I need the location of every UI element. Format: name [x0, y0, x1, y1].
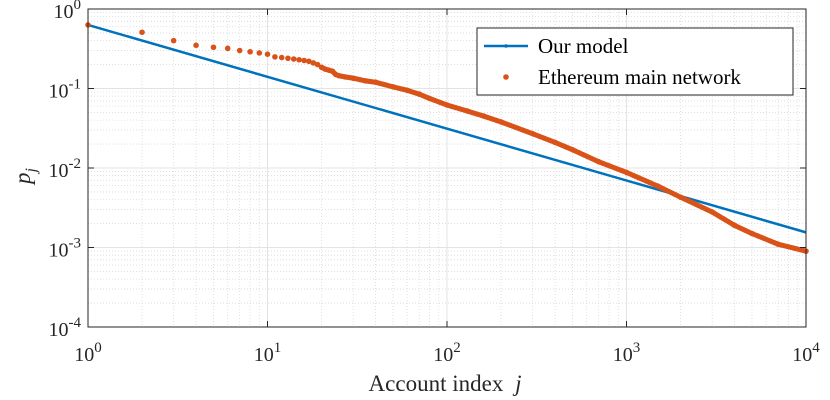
y-tick-label: 10-2	[49, 156, 82, 182]
ethereum-point	[256, 50, 263, 56]
ethereum-point	[264, 51, 271, 58]
y-tick-label: 10-1	[49, 77, 82, 103]
x-tick-label: 100	[74, 340, 102, 366]
axes-frame	[87, 8, 807, 328]
ethereum-point	[224, 45, 231, 52]
x-tick-label: 104	[792, 340, 820, 366]
ethereum-point	[310, 60, 317, 66]
ethereum-point	[272, 54, 278, 60]
x-tick-label: 101	[254, 340, 282, 366]
ethereum-point	[139, 29, 145, 36]
series-layer	[85, 22, 809, 254]
legend-item-ethereum: Ethereum main network	[503, 65, 741, 89]
ethereum-point	[236, 47, 243, 54]
y-tick-label: 100	[54, 0, 82, 23]
ethereum-point	[285, 55, 291, 62]
ethereum-point	[314, 61, 321, 68]
x-tick-label: 102	[433, 340, 461, 366]
ethereum-point	[278, 54, 285, 61]
ethereum-point	[247, 48, 253, 55]
ethereum-point	[296, 56, 302, 63]
x-axis-label: Account index j	[369, 371, 522, 396]
legend: Our model Ethereum main network	[476, 27, 794, 96]
y-tick-label: 10-4	[49, 315, 82, 341]
ethereum-point	[170, 37, 177, 44]
ethereum-point	[306, 58, 312, 65]
ethereum-point	[193, 42, 199, 49]
ethereum-point	[301, 57, 307, 64]
series-ethereum	[85, 22, 809, 254]
ethereum-point	[290, 56, 297, 62]
x-tick-label: 103	[613, 340, 641, 366]
legend-item-our-model: Our model	[484, 34, 629, 58]
legend-label: Ethereum main network	[538, 65, 741, 89]
ethereum-point	[210, 44, 217, 51]
x-tick-labels: 100 101 102 103 104	[74, 340, 820, 366]
legend-label: Our model	[538, 34, 629, 58]
y-tick-label: 10-3	[49, 236, 82, 262]
y-tick-labels: 10-4 10-3 10-2 10-1 100	[49, 0, 82, 341]
y-axis-label: pj	[10, 167, 40, 186]
